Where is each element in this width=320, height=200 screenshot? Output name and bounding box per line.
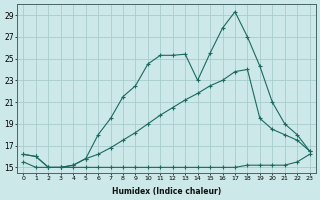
X-axis label: Humidex (Indice chaleur): Humidex (Indice chaleur): [112, 187, 221, 196]
